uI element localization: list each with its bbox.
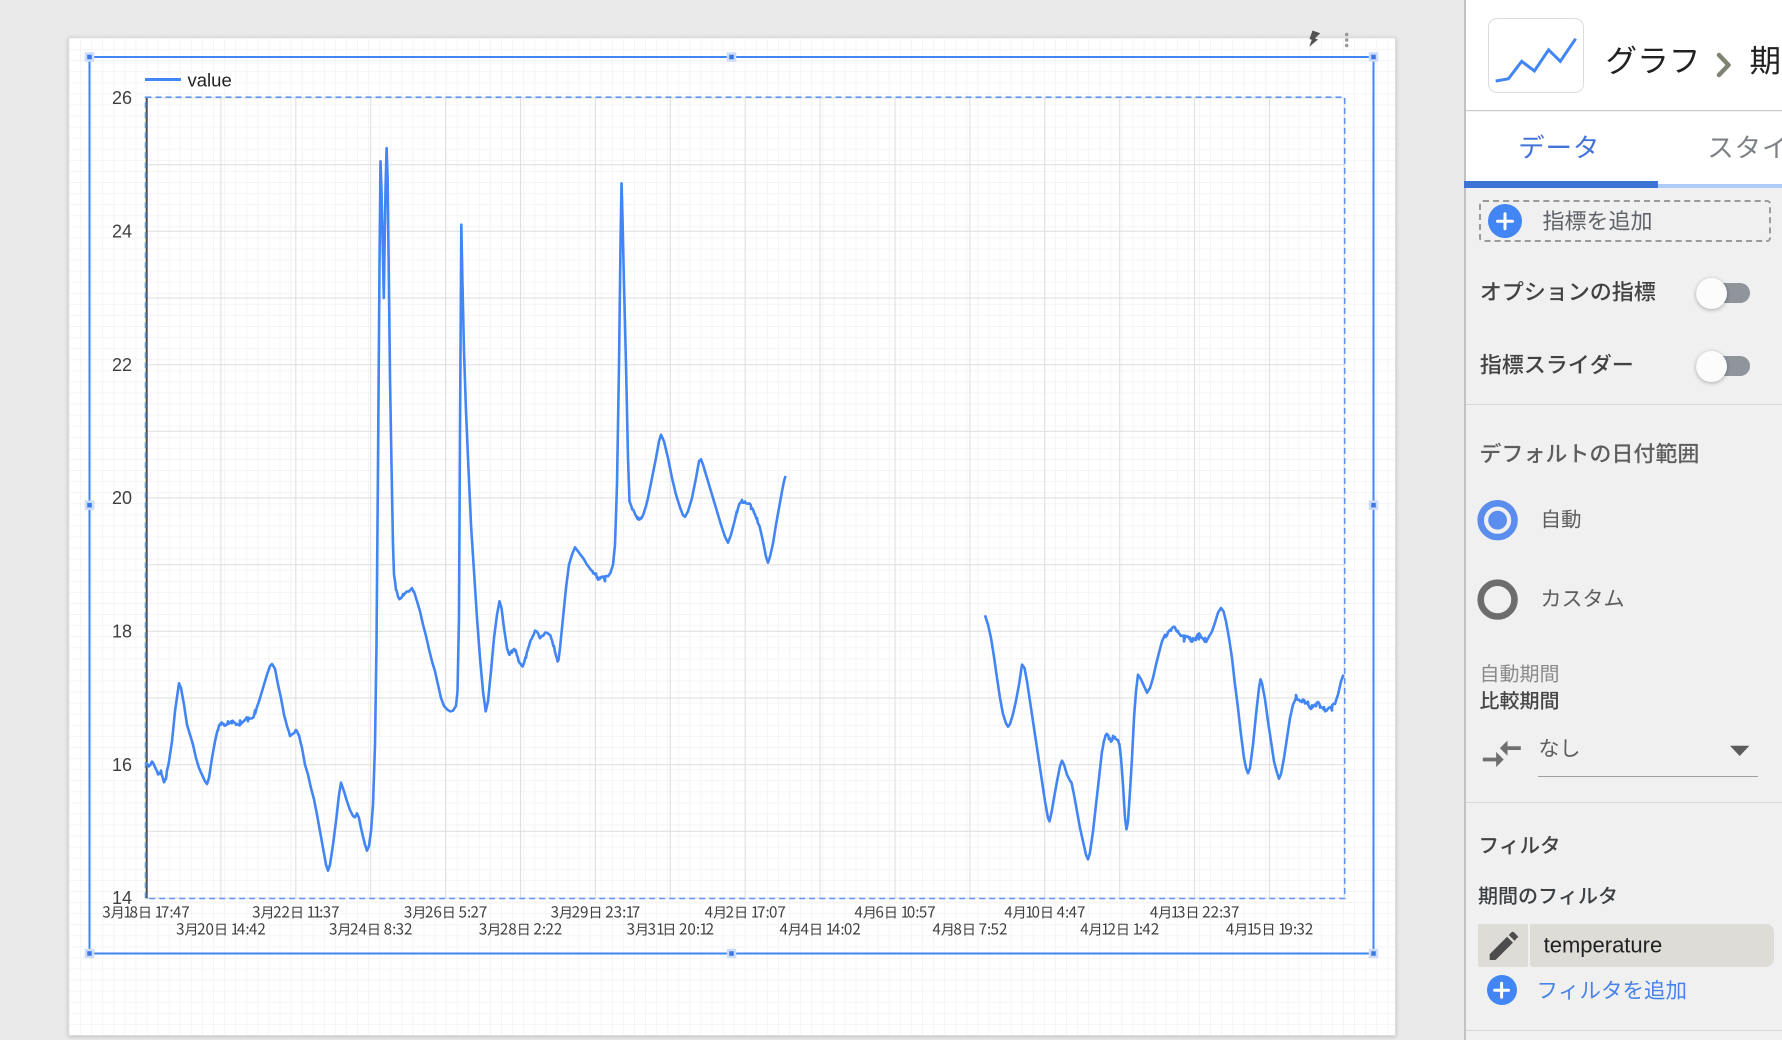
svg-text:26: 26 <box>112 88 132 108</box>
svg-text:18: 18 <box>112 622 132 642</box>
svg-text:value: value <box>188 69 232 90</box>
svg-text:22: 22 <box>112 355 132 375</box>
svg-text:20: 20 <box>112 488 132 508</box>
svg-text:16: 16 <box>112 755 132 775</box>
svg-text:24: 24 <box>112 222 132 242</box>
svg-text:14: 14 <box>112 888 132 908</box>
svg-text:temperature: temperature <box>1544 933 1663 958</box>
